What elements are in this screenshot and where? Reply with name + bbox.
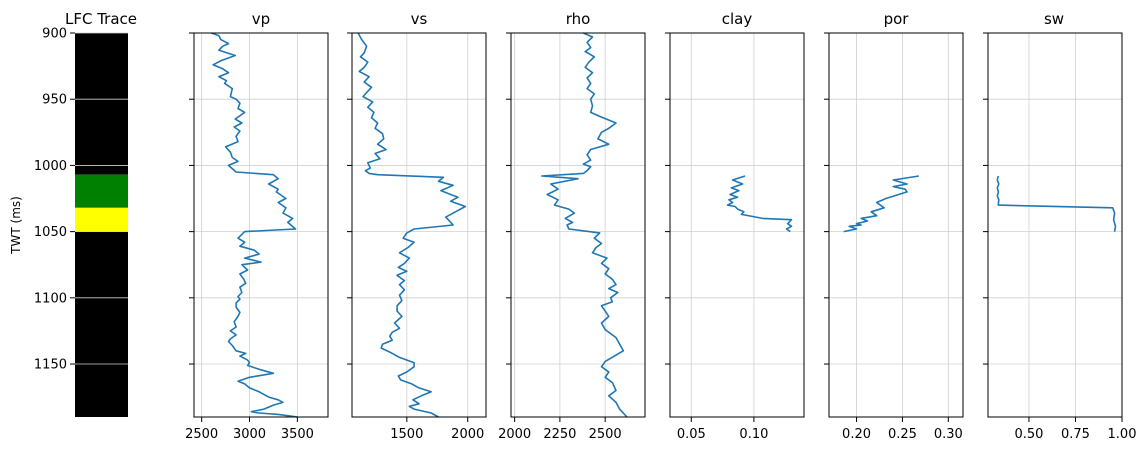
y-tick-label: 1150: [34, 358, 67, 373]
x-tick-label: 0.10: [739, 427, 768, 442]
lfc-interval-1: [75, 174, 128, 208]
rho-plot-area: 2000 2250 2500: [498, 32, 646, 442]
panel-title-vs: vs: [411, 10, 428, 28]
x-tick-label: 0.50: [1014, 427, 1043, 442]
axes-frame: [987, 32, 1123, 418]
y-tick-label: 950: [42, 93, 67, 108]
por-plot-area: 0.20 0.25 0.30: [824, 32, 964, 442]
lfc-interval-2: [75, 207, 128, 232]
x-tick-label: 2000: [451, 427, 484, 442]
x-tick-label: 2500: [589, 427, 622, 442]
series-line-clay: [726, 175, 793, 233]
x-tick-label: 3000: [233, 427, 266, 442]
panel-por: por 0.20 0.25 0.30: [824, 10, 964, 442]
panel-title-por: por: [884, 10, 910, 28]
x-tick-label: 0.25: [888, 427, 917, 442]
panel-vs: vs 1500 2000: [347, 10, 487, 442]
y-axis-label: TWT (ms): [9, 196, 23, 255]
series-line-rho: [540, 32, 628, 418]
y-tick-label: 1050: [34, 225, 67, 240]
clay-plot-area: 0.05 0.10: [665, 32, 805, 442]
x-tick-label: 0.75: [1061, 427, 1090, 442]
x-tick-label: 2250: [543, 427, 576, 442]
lfc-gridlines: [75, 32, 128, 365]
panel-vp: vp 2500 3000 3500: [185, 10, 329, 442]
lfc-interval-0: [75, 33, 128, 175]
panel-title-lfc: LFC Trace: [65, 10, 137, 28]
x-tick-label: 0.05: [677, 427, 706, 442]
axes-frame: [669, 32, 805, 418]
lfc-y-axis-ticks: 900 950 1000 1050 1100 1150: [34, 27, 75, 373]
series-line-vs: [357, 32, 467, 418]
series-line-sw: [996, 175, 1117, 232]
lfc-intervals: [75, 33, 128, 417]
y-tick-label: 900: [42, 27, 67, 42]
series-line-vp: [210, 32, 298, 418]
y-tick-label: 1000: [34, 159, 67, 174]
sw-plot-area: 0.50 0.75 1.00: [983, 32, 1137, 442]
panel-sw: sw 0.50 0.75 1.00: [983, 10, 1136, 442]
axes-frame: [351, 32, 487, 418]
x-tick-label: 3500: [281, 427, 314, 442]
x-tick-label: 1.00: [1108, 427, 1137, 442]
vs-plot-area: 1500 2000: [347, 32, 487, 442]
lfc-interval-3: [75, 231, 128, 417]
panel-title-rho: rho: [566, 10, 591, 28]
axes-frame: [510, 32, 646, 418]
x-tick-label: 1500: [390, 427, 423, 442]
panel-rho: rho 2000 2250 2500: [498, 10, 646, 442]
series-line-por: [843, 175, 920, 233]
panel-title-vp: vp: [252, 10, 270, 28]
panel-lfc-trace: LFC Trace TWT (ms) 900 950 1000 1050 1100 115…: [9, 10, 137, 417]
x-tick-label: 2000: [498, 427, 531, 442]
x-tick-label: 2500: [185, 427, 218, 442]
axes-frame: [828, 32, 964, 418]
axes-frame: [193, 32, 329, 418]
panel-title-clay: clay: [722, 10, 753, 28]
x-tick-label: 0.30: [934, 427, 963, 442]
x-tick-label: 0.20: [842, 427, 871, 442]
panel-clay: clay 0.05 0.10: [665, 10, 805, 442]
y-tick-label: 1100: [34, 291, 67, 306]
vp-plot-area: 2500 3000 3500: [185, 32, 329, 442]
panel-title-sw: sw: [1044, 10, 1064, 28]
